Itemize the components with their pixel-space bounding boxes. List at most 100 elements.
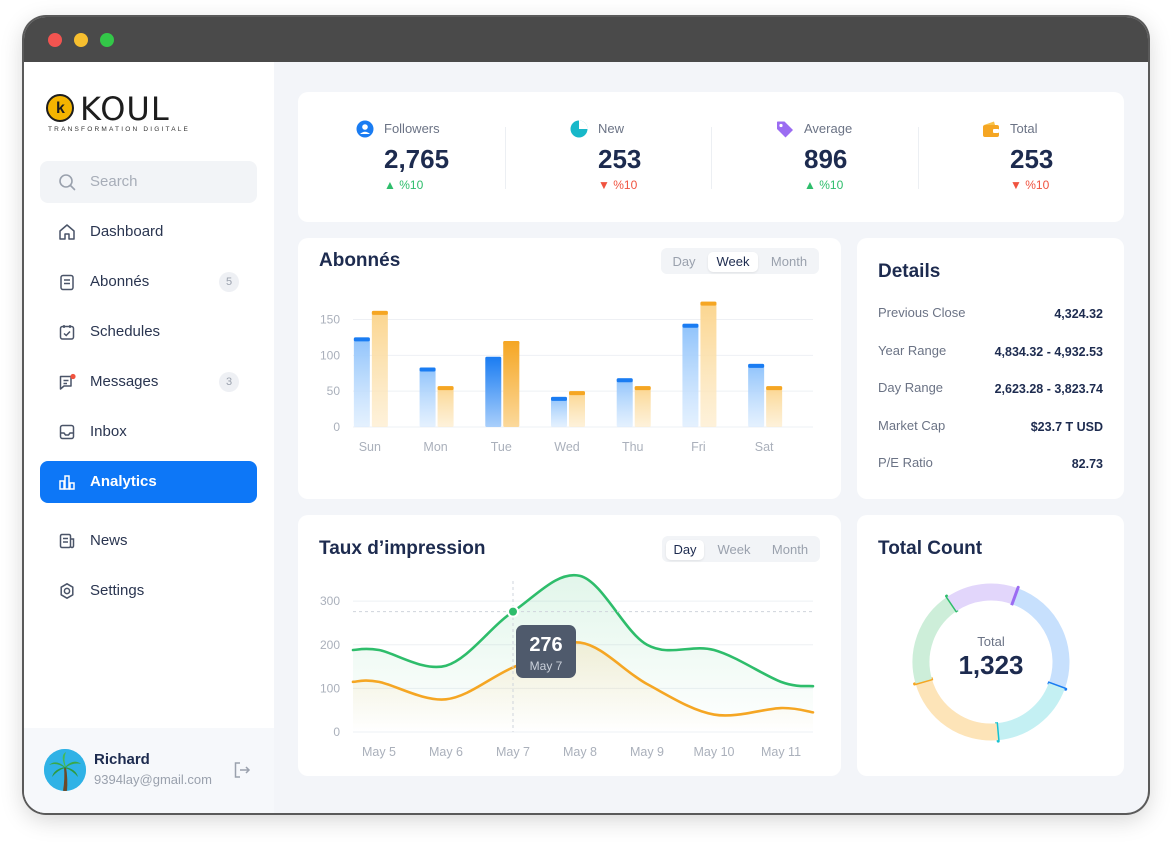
x-tick-label: May 11: [761, 745, 801, 759]
bar-cap: [371, 310, 388, 315]
bar-blue-wed: [551, 396, 567, 427]
x-tick-label: Wed: [554, 440, 580, 454]
stat-value: 896: [804, 144, 848, 174]
stat-value: 253: [1010, 144, 1054, 174]
x-tick-label: Sat: [755, 440, 774, 454]
area-orange: [353, 642, 813, 732]
bar-blue-fri: [682, 323, 699, 427]
x-tick-label: May 9: [630, 745, 664, 759]
bar-blue-sun: [353, 337, 370, 427]
user-name: Richard: [94, 751, 150, 768]
logo-mark-icon: k: [46, 94, 74, 122]
x-tick-label: May 7: [496, 745, 530, 759]
x-tick-label: Tue: [491, 440, 512, 454]
stat-change: ▼ %10: [1010, 178, 1050, 192]
donut-segment-blue: [1011, 588, 1070, 689]
y-tick-label: 0: [333, 725, 340, 739]
sidebar-item-dashboard[interactable]: Dashboard: [40, 211, 257, 253]
bar-cap: [748, 363, 765, 368]
bar-orange-fri: [700, 301, 717, 427]
bar-cap: [551, 396, 567, 401]
logout-icon[interactable]: [232, 760, 252, 780]
bar-orange-sun: [371, 310, 388, 427]
user-profile: Richard 9394lay@gmail.com: [24, 728, 274, 813]
avatar[interactable]: [44, 749, 86, 791]
stat-average: Average 896 ▲ %10: [718, 92, 924, 222]
bar-cap: [569, 391, 585, 396]
stat-label: Total: [1010, 121, 1038, 136]
bar-orange-mon: [437, 386, 454, 427]
stat-change: ▲ %10: [804, 178, 844, 192]
bar-blue-thu: [616, 378, 633, 427]
tab-day[interactable]: Day: [666, 540, 704, 560]
wallet-icon: [983, 121, 999, 137]
bar-cap: [682, 323, 699, 328]
user-circle-icon: [356, 120, 374, 138]
tab-week[interactable]: Week: [708, 252, 758, 272]
clipboard-icon: [60, 274, 74, 291]
bar-orange-thu: [634, 386, 651, 427]
y-tick-label: 50: [327, 384, 341, 398]
bar-cap: [616, 378, 633, 383]
maximize-window-button[interactable]: [100, 33, 114, 47]
period-toggle: Day Week Month: [662, 536, 820, 562]
y-tick-label: 200: [320, 638, 340, 652]
tag-icon: [777, 121, 793, 138]
brand-logo[interactable]: k KOUL TRANSFORMATION DIGITALE: [46, 90, 246, 142]
pie-icon: [570, 120, 588, 138]
total-count-donut: [912, 583, 1070, 743]
tab-month[interactable]: Month: [771, 542, 809, 557]
calendar-check-icon: [59, 325, 75, 340]
stat-change: ▼ %10: [598, 178, 638, 192]
count-badge: 3: [219, 372, 239, 392]
y-tick-label: 300: [320, 594, 340, 608]
bar-blue-mon: [419, 367, 436, 427]
count-badge: 5: [219, 272, 239, 292]
donut-segment-orange: [915, 678, 999, 741]
details-row: Day Range 2,623.28 - 3,823.74: [878, 380, 1103, 396]
x-tick-label: Fri: [691, 440, 706, 454]
tab-month[interactable]: Month: [770, 254, 808, 269]
sidebar-item-label: Settings: [90, 582, 145, 599]
palm-tree-icon: [44, 749, 86, 791]
stat-label: New: [598, 121, 625, 136]
sidebar-item-schedules[interactable]: Schedules: [40, 311, 257, 353]
stat-total: Total 253 ▼ %10: [924, 92, 1130, 222]
y-tick-label: 150: [320, 313, 340, 327]
stats-card: Followers 2,765 ▲ %10 New 253 ▼ %10 Aver…: [298, 92, 1124, 222]
gear-icon: [60, 583, 74, 599]
sidebar-item-label: News: [90, 532, 128, 549]
stat-value: 2,765: [384, 144, 450, 174]
impression-chart-card: Taux d’impression Day Week Month 0 100 200…: [298, 515, 841, 776]
bar-orange-wed: [569, 391, 585, 427]
stat-label: Average: [804, 121, 853, 136]
sidebar-item-messages[interactable]: Messages 3: [40, 361, 257, 403]
divider: [918, 127, 919, 189]
search-input[interactable]: Search: [40, 161, 257, 203]
details-row: Market Cap $23.7 T USD: [878, 418, 1103, 434]
sidebar: k KOUL TRANSFORMATION DIGITALE Search Da…: [24, 62, 274, 813]
sidebar-item-news[interactable]: News: [40, 520, 257, 562]
tab-day[interactable]: Day: [672, 254, 696, 269]
minimize-window-button[interactable]: [74, 33, 88, 47]
stat-label: Followers: [384, 121, 440, 136]
sidebar-item-abonnes[interactable]: Abonnés 5: [40, 261, 257, 303]
x-tick-label: May 6: [429, 745, 463, 759]
sidebar-item-analytics[interactable]: Analytics: [40, 461, 257, 503]
x-tick-label: May 10: [694, 745, 735, 759]
bar-orange-sat: [766, 386, 783, 427]
sidebar-item-settings[interactable]: Settings: [40, 570, 257, 612]
line-green: [351, 573, 815, 688]
line-orange: [351, 641, 815, 717]
brand-tagline: TRANSFORMATION DIGITALE: [48, 126, 191, 133]
home-icon: [59, 224, 75, 240]
close-window-button[interactable]: [48, 33, 62, 47]
sidebar-item-inbox[interactable]: Inbox: [40, 411, 257, 453]
sidebar-item-label: Schedules: [90, 323, 161, 340]
search-icon: [59, 174, 76, 191]
tab-week[interactable]: Week: [717, 542, 751, 557]
donut-marker-purple: [1010, 585, 1020, 607]
bar-cap: [353, 337, 370, 342]
details-row: P/E Ratio 82.73: [878, 455, 1103, 471]
bar-blue-tue: [485, 356, 502, 427]
